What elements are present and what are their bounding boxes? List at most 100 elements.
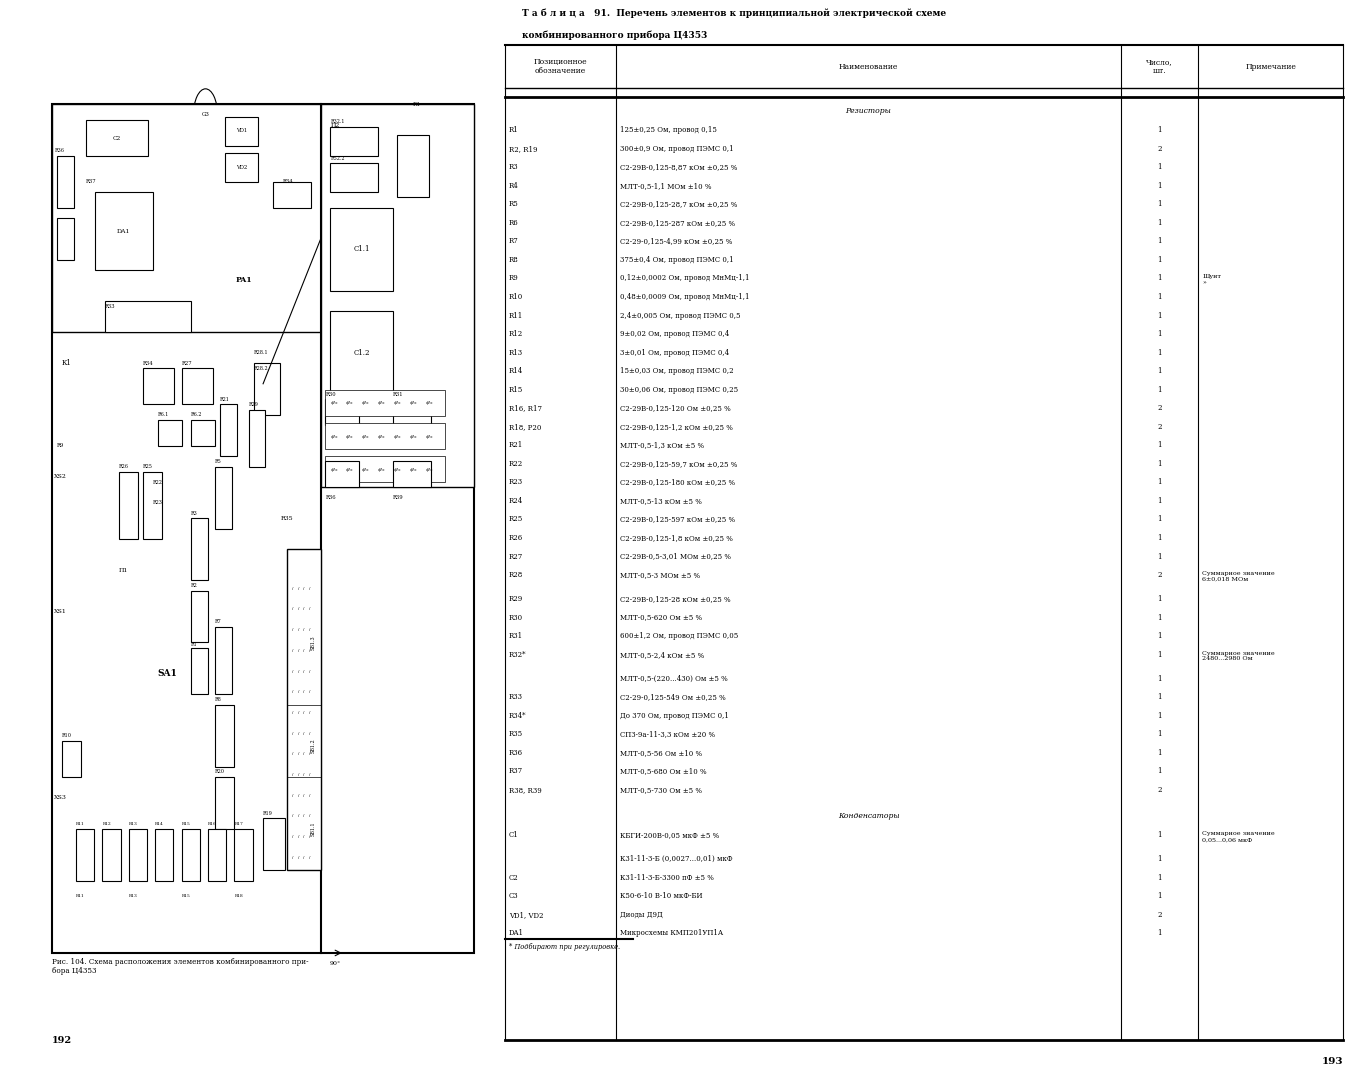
Text: ф7o: ф7o [410,468,416,472]
Text: R9: R9 [508,275,519,282]
Text: /: / [310,607,311,611]
Text: R15: R15 [181,821,191,826]
Text: 2: 2 [1157,571,1161,579]
Text: Суммарное значение
0,05...0,06 мкФ: Суммарное значение 0,05...0,06 мкФ [1202,831,1275,842]
Text: ф7o: ф7o [346,468,354,472]
Bar [234,829,253,881]
Text: Суммарное значение
2480...2980 Ом: Суммарное значение 2480...2980 Ом [1202,651,1275,662]
Text: С2-29В-0,125-180 кОм ±0,25 %: С2-29В-0,125-180 кОм ±0,25 % [621,479,735,486]
Text: R2, R19: R2, R19 [508,144,538,153]
Text: 3±0,01 Ом, провод ПЭМС 0,4: 3±0,01 Ом, провод ПЭМС 0,4 [621,348,729,357]
Text: МЛТ-0,5-1,3 кОм ±5 %: МЛТ-0,5-1,3 кОм ±5 % [621,441,704,450]
Text: R24: R24 [508,497,523,505]
Text: 1: 1 [1157,534,1161,542]
Text: R13: R13 [128,894,138,898]
Bar [254,363,280,415]
Text: 1: 1 [1157,497,1161,505]
Text: /: / [297,690,299,694]
Text: /: / [292,773,293,777]
Text: МЛТ-0,5-13 кОм ±5 %: МЛТ-0,5-13 кОм ±5 % [621,497,702,505]
Text: 1: 1 [1157,693,1161,701]
Text: R37: R37 [508,768,523,775]
Bar [273,182,311,208]
Text: SB1.2: SB1.2 [311,738,316,754]
Text: 15±0,03 Ом, провод ПЭМС 0,2: 15±0,03 Ом, провод ПЭМС 0,2 [621,368,734,375]
Text: /: / [292,835,293,839]
Text: R15: R15 [508,386,523,393]
Text: 2,4±0,005 Ом, провод ПЭМС 0,5: 2,4±0,005 Ом, провод ПЭМС 0,5 [621,312,741,319]
Text: С2-29В-0,125-120 Ом ±0,25 %: С2-29В-0,125-120 Ом ±0,25 % [621,404,731,412]
Text: G3: G3 [201,112,210,118]
Text: /: / [303,669,304,674]
Bar [287,550,320,870]
Text: /: / [310,690,311,694]
Text: 0,48±0,0009 Ом, провод МнМц-1,1: 0,48±0,0009 Ом, провод МнМц-1,1 [621,293,750,301]
Text: /: / [297,586,299,591]
Text: /: / [310,856,311,860]
Text: /: / [310,710,311,715]
Text: П1: П1 [119,567,128,572]
Text: R10: R10 [508,293,523,301]
Bar [215,705,234,766]
Text: R6: R6 [508,219,519,226]
Text: R27: R27 [181,360,192,365]
Bar [104,301,191,332]
Text: К1: К1 [61,359,72,368]
Bar [392,461,431,487]
Text: ф7o: ф7o [330,468,338,472]
Text: R11: R11 [76,894,85,898]
Text: R10: R10 [61,733,72,738]
Text: R30: R30 [508,613,523,622]
Bar [326,399,360,425]
Text: 1: 1 [1157,460,1161,468]
Text: 9±0,02 Ом, провод ПЭМС 0,4: 9±0,02 Ом, провод ПЭМС 0,4 [621,330,730,338]
Text: 375±0,4 Ом, провод ПЭМС 0,1: 375±0,4 Ом, провод ПЭМС 0,1 [621,255,734,264]
Text: R6.1: R6.1 [157,412,169,417]
Bar [215,777,234,829]
Text: R28.1: R28.1 [254,350,268,356]
Bar [51,105,475,953]
Text: R14: R14 [155,821,164,826]
Text: С2-29В-0,125-59,7 кОм ±0,25 %: С2-29В-0,125-59,7 кОм ±0,25 % [621,460,738,468]
Text: 1: 1 [1157,768,1161,775]
Text: R4: R4 [508,182,519,190]
Text: /: / [303,752,304,757]
Text: 600±1,2 Ом, провод ПЭМС 0,05: 600±1,2 Ом, провод ПЭМС 0,05 [621,632,738,640]
Text: /: / [310,814,311,818]
Text: SB1.1: SB1.1 [311,821,316,837]
Text: R3: R3 [191,511,197,515]
Text: ф7o: ф7o [362,468,369,472]
Text: ф7o: ф7o [330,401,338,405]
Text: /: / [310,586,311,591]
Text: R29: R29 [249,402,258,407]
Text: R9: R9 [57,443,64,448]
Text: R11: R11 [508,312,523,319]
Text: R30: R30 [326,391,337,397]
Bar [326,456,445,482]
Text: R22: R22 [153,480,162,485]
Text: /: / [303,690,304,694]
Bar [181,829,200,881]
Text: 1: 1 [1157,237,1161,246]
Text: R21: R21 [508,441,523,450]
Bar [392,399,431,425]
Text: 0,12±0,0002 Ом, провод МнМц-1,1: 0,12±0,0002 Ом, провод МнМц-1,1 [621,275,750,282]
Text: R19: R19 [264,811,273,816]
Text: 1: 1 [1157,730,1161,738]
Text: 2: 2 [1157,911,1161,918]
Text: К50-6-10 В-10 мкФ-БИ: К50-6-10 В-10 мкФ-БИ [621,893,703,900]
Text: Шунт
»: Шунт » [1202,275,1221,286]
Bar [330,164,379,192]
Text: С2-29-0,125-4,99 кОм ±0,25 %: С2-29-0,125-4,99 кОм ±0,25 % [621,237,733,246]
Text: /: / [292,732,293,735]
Text: С2-29В-0,125-1,8 кОм ±0,25 %: С2-29В-0,125-1,8 кОм ±0,25 % [621,534,733,542]
Text: R7: R7 [215,619,222,624]
Text: /: / [292,793,293,798]
Text: R27: R27 [508,553,523,561]
Text: Примечание: Примечание [1245,63,1297,71]
Bar [224,153,258,182]
Text: R36: R36 [326,495,337,500]
Text: 1: 1 [1157,126,1161,134]
Text: ф7o: ф7o [410,401,416,405]
Text: 2: 2 [1157,144,1161,153]
